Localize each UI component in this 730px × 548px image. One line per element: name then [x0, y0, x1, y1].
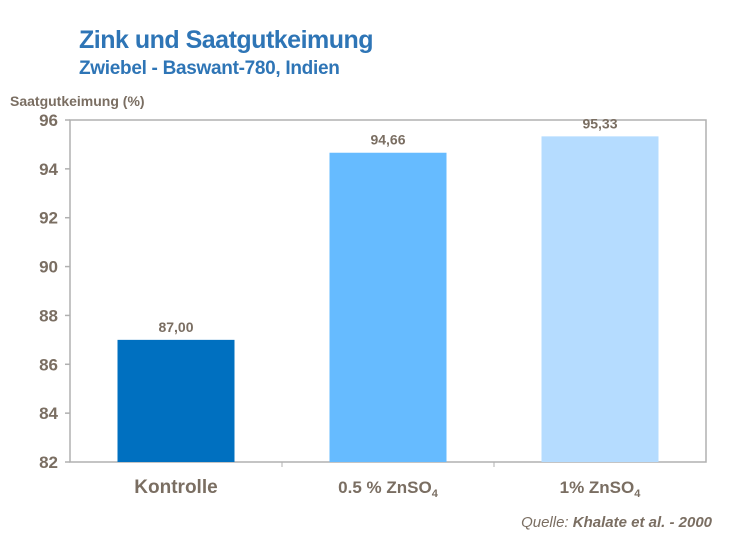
chart-subtitle: Zwiebel - Baswant-780, Indien — [79, 58, 340, 79]
x-tick-label: Kontrolle — [134, 477, 217, 498]
y-tick-label: 96 — [39, 111, 58, 130]
y-tick-label: 84 — [39, 404, 58, 423]
source-label: Quelle: — [521, 514, 569, 531]
bar-1 — [117, 339, 235, 462]
bar-3 — [541, 136, 659, 463]
source-note: Quelle: Khalate et al. - 2000 — [521, 514, 712, 531]
chart-title: Zink und Saatgutkeimung — [79, 26, 374, 54]
y-tick-label: 90 — [39, 258, 58, 277]
y-axis-label: Saatgutkeimung (%) — [10, 93, 145, 109]
y-tick-label: 86 — [39, 355, 58, 374]
bar-2 — [329, 152, 447, 462]
y-tick-label: 82 — [39, 453, 58, 472]
data-label: 94,66 — [370, 132, 405, 148]
y-tick-label: 88 — [39, 306, 58, 325]
source-text: Khalate et al. - 2000 — [572, 514, 712, 531]
y-tick-label: 94 — [39, 160, 58, 179]
x-tick-label: 1% ZnSO4 — [560, 478, 642, 500]
data-label: 87,00 — [158, 319, 193, 335]
data-label: 95,33 — [582, 115, 617, 131]
y-tick-label: 92 — [39, 209, 58, 228]
x-tick-label: 0.5 % ZnSO4 — [338, 478, 439, 500]
